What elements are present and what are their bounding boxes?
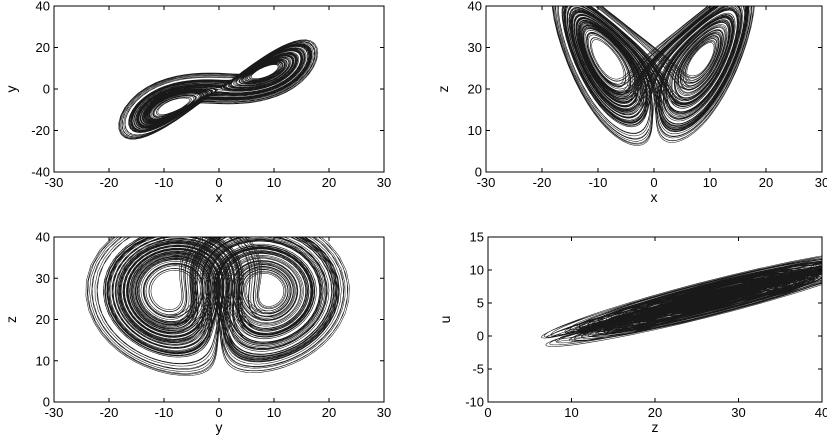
- y-tick-label: 0: [475, 165, 482, 180]
- x-axis-label: z: [652, 419, 659, 435]
- x-tick-label: 20: [759, 175, 773, 190]
- y-tick-label: 40: [468, 0, 482, 14]
- x-tick-label: -10: [155, 175, 174, 190]
- x-tick-label: 10: [703, 175, 717, 190]
- y-tick-label: 40: [36, 230, 50, 245]
- axes-box: [53, 5, 385, 173]
- x-tick-label: 30: [377, 405, 391, 420]
- x-tick-label: 20: [322, 405, 336, 420]
- chart-panel-xy: -30 -20 -10 0 10 20 30 -40 -20 0 20 40 x y: [3, 0, 391, 205]
- x-axis-label: y: [216, 419, 223, 435]
- trajectory-line-yz: [85, 237, 350, 376]
- x-tick-label: 10: [267, 175, 281, 190]
- y-tick-label: 0: [43, 82, 50, 97]
- y-axis-label: u: [437, 316, 453, 324]
- x-tick-label: 0: [650, 175, 657, 190]
- x-tick-label: 30: [815, 175, 827, 190]
- y-axis-label: z: [435, 86, 451, 93]
- y-tick-label: -40: [31, 165, 50, 180]
- y-axis-label: y: [3, 86, 19, 93]
- x-tick-label: -20: [100, 405, 119, 420]
- x-tick-label: 40: [815, 405, 827, 420]
- x-tick-label: 0: [484, 405, 491, 420]
- x-tick-label: 30: [731, 405, 745, 420]
- x-axis-label: x: [651, 189, 658, 205]
- y-tick-label: 30: [468, 40, 482, 55]
- y-tick-label: 10: [470, 263, 484, 278]
- y-tick-label: 30: [36, 271, 50, 286]
- y-tick-label: 10: [36, 353, 50, 368]
- trajectory-line-xy: [118, 39, 319, 140]
- x-tick-label: 30: [377, 175, 391, 190]
- x-tick-label: -30: [45, 405, 64, 420]
- x-tick-label: 20: [648, 405, 662, 420]
- x-tick-label: 10: [267, 405, 281, 420]
- y-tick-label: 40: [36, 0, 50, 14]
- chart-panel-zu: 0 10 20 30 40 -10 -5 0 5 10 15 z u: [437, 230, 827, 436]
- chart-panel-xz: -30 -20 -10 0 10 20 30 0 10 20 30 40 x z: [435, 0, 827, 205]
- y-tick-label: 10: [468, 123, 482, 138]
- x-tick-label: -10: [155, 405, 174, 420]
- x-tick-label: -20: [533, 175, 552, 190]
- y-axis-label: z: [3, 316, 19, 323]
- x-tick-label: 10: [564, 405, 578, 420]
- y-tick-label: 15: [470, 230, 484, 245]
- x-tick-label: -20: [100, 175, 119, 190]
- x-tick-label: -30: [45, 175, 64, 190]
- x-tick-label: 0: [215, 175, 222, 190]
- y-tick-label: 0: [477, 329, 484, 344]
- y-tick-label: -20: [31, 123, 50, 138]
- trajectory-line-xz: [551, 6, 755, 146]
- y-tick-label: -5: [472, 362, 484, 377]
- x-tick-label: 0: [215, 405, 222, 420]
- y-tick-label: 20: [468, 82, 482, 97]
- y-tick-label: 20: [36, 312, 50, 327]
- x-tick-label: 20: [322, 175, 336, 190]
- chart-panel-yz: -30 -20 -10 0 10 20 30 0 10 20 30 40 y z: [3, 230, 391, 436]
- y-tick-label: 5: [477, 296, 484, 311]
- y-tick-label: 0: [43, 395, 50, 410]
- x-tick-label: -30: [477, 175, 496, 190]
- y-tick-label: -10: [465, 395, 484, 410]
- trajectory-line-zu: [541, 255, 822, 347]
- y-tick-label: 20: [36, 40, 50, 55]
- x-tick-label: -10: [589, 175, 608, 190]
- x-axis-label: x: [216, 189, 223, 205]
